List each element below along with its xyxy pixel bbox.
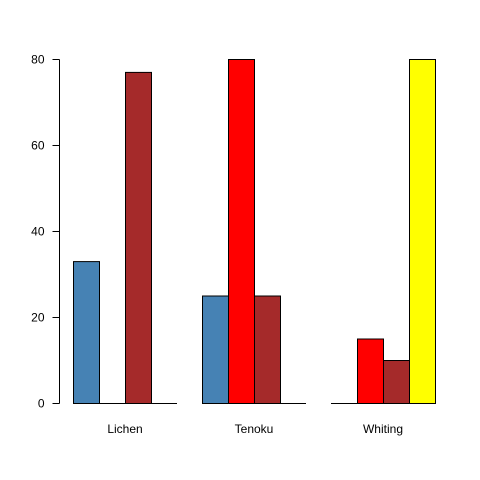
y-tick-label: 0 [38, 397, 45, 411]
bar-whiting-series-3 [383, 360, 410, 404]
y-tick-label: 60 [31, 139, 45, 153]
bar-tenoku-series-3 [254, 295, 281, 404]
y-axis: 0 20 40 60 80 [31, 53, 60, 411]
y-tick-label: 40 [31, 225, 45, 239]
bar-lichen-series-3 [125, 71, 152, 405]
bar-whiting-series-4 [409, 59, 436, 404]
bar-tenoku-series-2 [228, 59, 255, 404]
y-tick-label: 20 [31, 311, 45, 325]
category-label-lichen: Lichen [107, 422, 142, 436]
bars [73, 59, 436, 405]
category-label-tenoku: Tenoku [235, 422, 274, 436]
x-axis-labels: Lichen Tenoku Whiting [107, 422, 403, 436]
bar-lichen-series-1 [73, 261, 100, 404]
category-label-whiting: Whiting [363, 422, 403, 436]
bar-whiting-series-2 [357, 338, 384, 404]
bar-tenoku-series-1 [202, 295, 229, 404]
y-tick-label: 80 [31, 53, 45, 67]
